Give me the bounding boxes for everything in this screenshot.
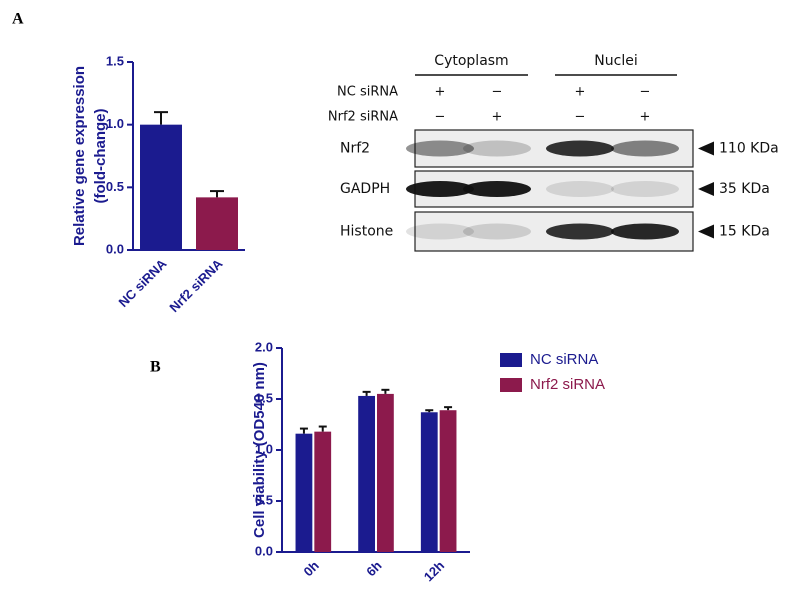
band-arrow <box>698 182 714 196</box>
blot-band <box>611 223 679 240</box>
blot-band <box>611 181 679 197</box>
error-bar <box>425 409 434 413</box>
y-tick-label: 1.5 <box>106 53 124 68</box>
y-tick-label: 0.5 <box>255 492 273 507</box>
lane-sign: + <box>640 110 651 125</box>
y-tick-label: 1.5 <box>255 390 273 405</box>
fraction-label: Nuclei <box>594 53 637 69</box>
error-bar <box>381 388 390 394</box>
bar <box>358 395 375 552</box>
lane-sign: − <box>575 110 586 125</box>
error-bar <box>154 111 168 125</box>
y-tick-label: 0.0 <box>106 241 124 256</box>
blot-band <box>546 181 614 197</box>
y-tick-label: 1.0 <box>106 116 124 131</box>
legend-swatch <box>500 378 522 392</box>
bar <box>314 431 332 552</box>
blot-band <box>463 140 531 157</box>
error-bar <box>210 190 224 198</box>
y-tick-label: 1.0 <box>255 441 273 456</box>
lane-sign: + <box>575 85 586 100</box>
band-label: Histone <box>340 224 393 240</box>
legend-label: Nrf2 siRNA <box>530 376 605 393</box>
blot-band <box>546 140 614 157</box>
lane-sign: + <box>492 110 503 125</box>
y-axis-label: Cell viability (OD540 nm) <box>251 362 268 538</box>
y-axis-label: (fold-change) <box>92 109 109 204</box>
bar <box>140 124 182 250</box>
error-bar <box>362 390 371 396</box>
bar <box>295 433 313 552</box>
error-bar <box>444 406 453 411</box>
bar <box>377 393 394 552</box>
treatment-label: Nrf2 siRNA <box>328 110 398 125</box>
band-size: 35 KDa <box>719 181 770 197</box>
bar <box>439 410 457 552</box>
legend-swatch <box>500 353 522 367</box>
x-tick-label: 6h <box>363 558 384 579</box>
error-bar <box>299 427 308 434</box>
bar <box>420 412 438 552</box>
x-tick-label: 0h <box>301 558 322 579</box>
band-arrow <box>698 224 714 239</box>
lane-sign: + <box>435 85 446 100</box>
band-label: Nrf2 <box>340 141 370 157</box>
band-arrow <box>698 141 714 156</box>
band-size: 110 KDa <box>719 141 779 157</box>
band-size: 15 KDa <box>719 224 770 240</box>
treatment-label: NC siRNA <box>337 85 398 100</box>
blot-band <box>406 223 474 240</box>
blot-band <box>406 140 474 157</box>
error-bar <box>318 425 327 432</box>
panel-label: A <box>12 11 24 28</box>
lane-sign: − <box>435 110 446 125</box>
y-axis-label: Relative gene expression <box>71 66 88 246</box>
legend-label: NC siRNA <box>530 351 598 368</box>
x-tick-label: 12h <box>421 558 447 584</box>
band-label: GADPH <box>340 181 390 197</box>
blot-band <box>546 223 614 240</box>
blot-band <box>463 181 531 197</box>
y-tick-label: 0.0 <box>255 543 273 558</box>
bar <box>196 197 238 250</box>
x-tick-label: NC siRNA <box>116 256 170 310</box>
blot-band <box>463 223 531 240</box>
y-tick-label: 0.5 <box>106 179 124 194</box>
lane-sign: − <box>492 85 503 100</box>
x-tick-label: Nrf2 siRNA <box>166 256 226 316</box>
blot-band <box>406 181 474 197</box>
lane-sign: − <box>640 85 651 100</box>
panel-label: B <box>150 359 161 376</box>
blot-band <box>611 140 679 157</box>
fraction-label: Cytoplasm <box>434 53 508 69</box>
y-tick-label: 2.0 <box>255 339 273 354</box>
